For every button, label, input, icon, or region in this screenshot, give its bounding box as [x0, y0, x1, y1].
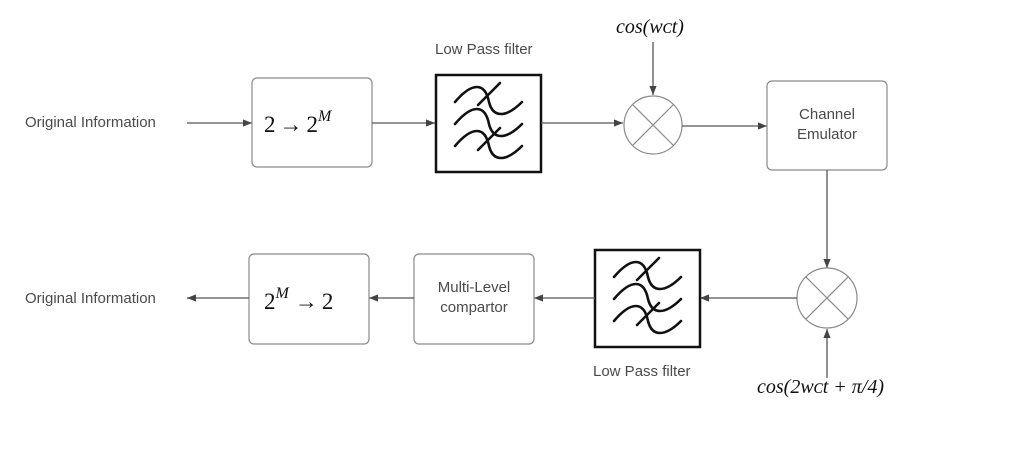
downconverter-arrow: → [295, 289, 318, 314]
upconverter-exponent: M [317, 108, 333, 125]
downconverter-block: 2M → 2 [248, 253, 370, 345]
channel-label-line1: Channel [799, 106, 855, 123]
channel-emulator-block: Channel Emulator [766, 80, 888, 171]
lpf-top-wave-icon [453, 81, 524, 160]
upconverter-block: 2 → 2M [251, 77, 373, 168]
downconverter-target: 2 [322, 289, 334, 314]
downconverter-label: 2M → 2 [264, 285, 333, 314]
output-label: Original Information [25, 290, 156, 307]
upconverter-arrow: → [280, 112, 303, 137]
lpf-top-label: Low Pass filter [435, 41, 533, 58]
upconverter-target: 2 [307, 112, 319, 137]
downconverter-exponent: M [275, 285, 291, 302]
mixer-top [623, 95, 683, 155]
lpf-bottom-wave-icon [612, 256, 683, 335]
upconverter-base: 2 [264, 112, 276, 137]
mixer-bottom [796, 267, 858, 329]
downconverter-base: 2 [264, 289, 276, 314]
comparator-label-line1: Multi-Level [438, 279, 511, 296]
upconverter-label: 2 → 2M [264, 108, 333, 137]
multi-level-comparator-block: Multi-Level compartor [413, 253, 535, 345]
lpf-top-block [434, 73, 543, 174]
lpf-bottom-block [593, 248, 702, 349]
carrier-top-label: cos(wᴄt) [616, 16, 684, 38]
input-label: Original Information [25, 114, 156, 131]
comparator-label-line2: compartor [440, 299, 508, 316]
carrier-bottom-label: cos(2wᴄt + π/4) [757, 376, 884, 398]
channel-label-line2: Emulator [797, 126, 857, 143]
lpf-bottom-label: Low Pass filter [593, 363, 691, 380]
